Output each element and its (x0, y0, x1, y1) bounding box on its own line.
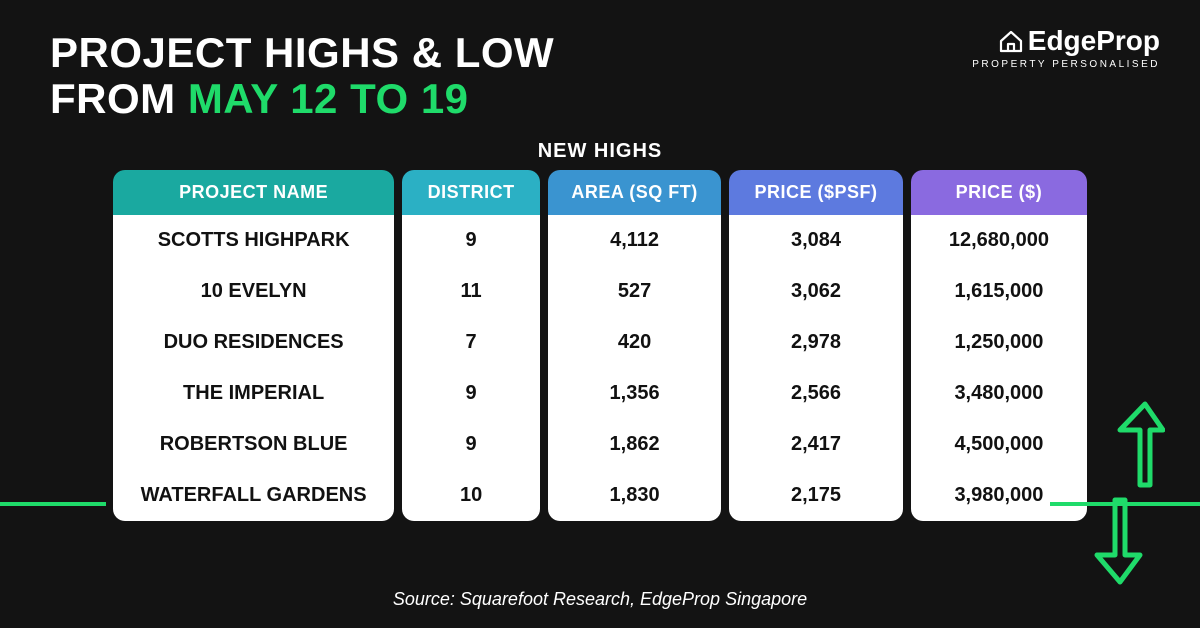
table-header-cell: DISTRICT (402, 170, 540, 215)
table-cell: WATERFALL GARDENS (113, 470, 394, 521)
table-header-cell: PRICE ($PSF) (729, 170, 903, 215)
table-cell: 3,980,000 (911, 470, 1087, 521)
table-cell: ROBERTSON BLUE (113, 419, 394, 470)
table-header-cell: PROJECT NAME (113, 170, 394, 215)
section-label: NEW HIGHS (538, 140, 663, 163)
table-cell: 420 (548, 317, 721, 368)
table-header-row: PROJECT NAMEDISTRICTAREA (SQ FT)PRICE ($… (113, 170, 1087, 215)
title-line1: PROJECT HIGHS & LOW (50, 30, 554, 76)
table-cell: 527 (548, 266, 721, 317)
table-cell: 1,250,000 (911, 317, 1087, 368)
arrow-down-icon (1097, 500, 1140, 582)
logo-text: EdgeProp (1028, 25, 1160, 57)
table-cell: 9 (402, 419, 540, 470)
table-cell: 2,417 (729, 419, 903, 470)
arrow-up-icon (1120, 404, 1163, 485)
logo-main: EdgeProp (972, 25, 1160, 57)
brand-logo: EdgeProp PROPERTY PERSONALISED (972, 25, 1160, 70)
table-row: THE IMPERIAL91,3562,5663,480,000 (113, 368, 1087, 419)
table-cell: 4,112 (548, 215, 721, 266)
table-row: ROBERTSON BLUE91,8622,4174,500,000 (113, 419, 1087, 470)
table-cell: SCOTTS HIGHPARK (113, 215, 394, 266)
table-cell: 9 (402, 368, 540, 419)
house-icon (998, 29, 1024, 53)
accent-line-left (0, 502, 106, 506)
table-cell: 7 (402, 317, 540, 368)
title-line2: FROM MAY 12 TO 19 (50, 76, 554, 122)
arrows-icon (1085, 400, 1165, 595)
table-row: 10 EVELYN115273,0621,615,000 (113, 266, 1087, 317)
title-accent: MAY 12 TO 19 (188, 75, 469, 122)
table-cell: DUO RESIDENCES (113, 317, 394, 368)
table-cell: 3,480,000 (911, 368, 1087, 419)
table-cell: 2,978 (729, 317, 903, 368)
table-cell: 2,566 (729, 368, 903, 419)
table-body: SCOTTS HIGHPARK94,1123,08412,680,00010 E… (113, 215, 1087, 521)
table-cell: 4,500,000 (911, 419, 1087, 470)
table-cell: 3,062 (729, 266, 903, 317)
table-row: WATERFALL GARDENS101,8302,1753,980,000 (113, 470, 1087, 521)
table-cell: THE IMPERIAL (113, 368, 394, 419)
table-cell: 1,356 (548, 368, 721, 419)
table-cell: 11 (402, 266, 540, 317)
source-text: Source: Squarefoot Research, EdgeProp Si… (393, 589, 807, 610)
logo-tagline: PROPERTY PERSONALISED (972, 59, 1160, 70)
table-cell: 2,175 (729, 470, 903, 521)
table-header-cell: PRICE ($) (911, 170, 1087, 215)
table-cell: 1,862 (548, 419, 721, 470)
table-row: SCOTTS HIGHPARK94,1123,08412,680,000 (113, 215, 1087, 266)
table-cell: 10 (402, 470, 540, 521)
table-cell: 12,680,000 (911, 215, 1087, 266)
table-cell: 9 (402, 215, 540, 266)
table-cell: 1,615,000 (911, 266, 1087, 317)
table-cell: 3,084 (729, 215, 903, 266)
page-title: PROJECT HIGHS & LOW FROM MAY 12 TO 19 (50, 30, 554, 122)
table-cell: 10 EVELYN (113, 266, 394, 317)
table-row: DUO RESIDENCES74202,9781,250,000 (113, 317, 1087, 368)
table-container: PROJECT NAMEDISTRICTAREA (SQ FT)PRICE ($… (105, 170, 1095, 521)
data-table: PROJECT NAMEDISTRICTAREA (SQ FT)PRICE ($… (105, 170, 1095, 521)
table-cell: 1,830 (548, 470, 721, 521)
table-header-cell: AREA (SQ FT) (548, 170, 721, 215)
